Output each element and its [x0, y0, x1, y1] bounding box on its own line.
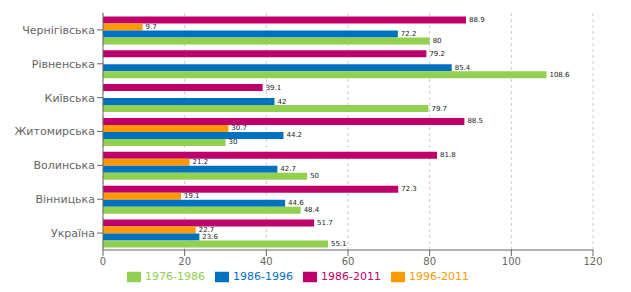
svg-text:79.7: 79.7 — [431, 105, 447, 113]
svg-text:Україна: Україна — [51, 227, 95, 240]
svg-text:9.7: 9.7 — [146, 23, 157, 31]
html-text:1976-1986: 1976-1986 — [145, 270, 205, 283]
svg-text:42: 42 — [278, 98, 287, 106]
svg-text:108.6: 108.6 — [549, 71, 570, 79]
svg-text:Рівненська: Рівненська — [32, 58, 95, 71]
svg-text:21.2: 21.2 — [193, 158, 209, 166]
svg-text:72.2: 72.2 — [401, 30, 417, 38]
svg-text:88.9: 88.9 — [469, 16, 485, 24]
svg-text:30: 30 — [229, 138, 238, 146]
svg-text:120: 120 — [583, 256, 602, 267]
svg-text:50: 50 — [310, 172, 319, 180]
svg-text:40: 40 — [260, 256, 273, 267]
svg-text:Чернігівська: Чернігівська — [22, 24, 95, 37]
svg-text:Волинська: Волинська — [33, 159, 95, 172]
svg-text:0: 0 — [100, 256, 106, 267]
svg-text:48.4: 48.4 — [304, 206, 320, 214]
svg-text:Київська: Київська — [45, 92, 95, 105]
svg-text:88.5: 88.5 — [467, 117, 483, 125]
html-text:1996-2011: 1996-2011 — [409, 270, 469, 283]
svg-text:80: 80 — [423, 256, 436, 267]
svg-text:79.2: 79.2 — [429, 50, 445, 58]
svg-text:51.7: 51.7 — [317, 219, 333, 227]
svg-text:72.3: 72.3 — [401, 185, 417, 193]
svg-text:19.1: 19.1 — [184, 192, 200, 200]
html-text:1986-2011: 1986-2011 — [321, 270, 381, 283]
svg-text:100: 100 — [502, 256, 521, 267]
svg-text:30.7: 30.7 — [231, 124, 247, 132]
svg-text:44.6: 44.6 — [288, 199, 304, 207]
svg-text:80: 80 — [433, 37, 442, 45]
svg-text:20: 20 — [178, 256, 191, 267]
svg-text:Вінницька: Вінницька — [36, 193, 96, 206]
svg-text:Житомирська: Житомирська — [15, 125, 95, 138]
svg-text:44.2: 44.2 — [286, 131, 302, 139]
svg-text:60: 60 — [342, 256, 355, 267]
svg-text:39.1: 39.1 — [266, 84, 282, 92]
svg-text:85.4: 85.4 — [455, 64, 471, 72]
svg-text:23.6: 23.6 — [202, 233, 218, 241]
svg-text:42.7: 42.7 — [280, 165, 296, 173]
html-text:1986-1996: 1986-1996 — [233, 270, 293, 283]
svg-text:55.1: 55.1 — [331, 240, 347, 248]
svg-text:81.8: 81.8 — [440, 151, 456, 159]
svg-text:22.7: 22.7 — [198, 226, 215, 234]
